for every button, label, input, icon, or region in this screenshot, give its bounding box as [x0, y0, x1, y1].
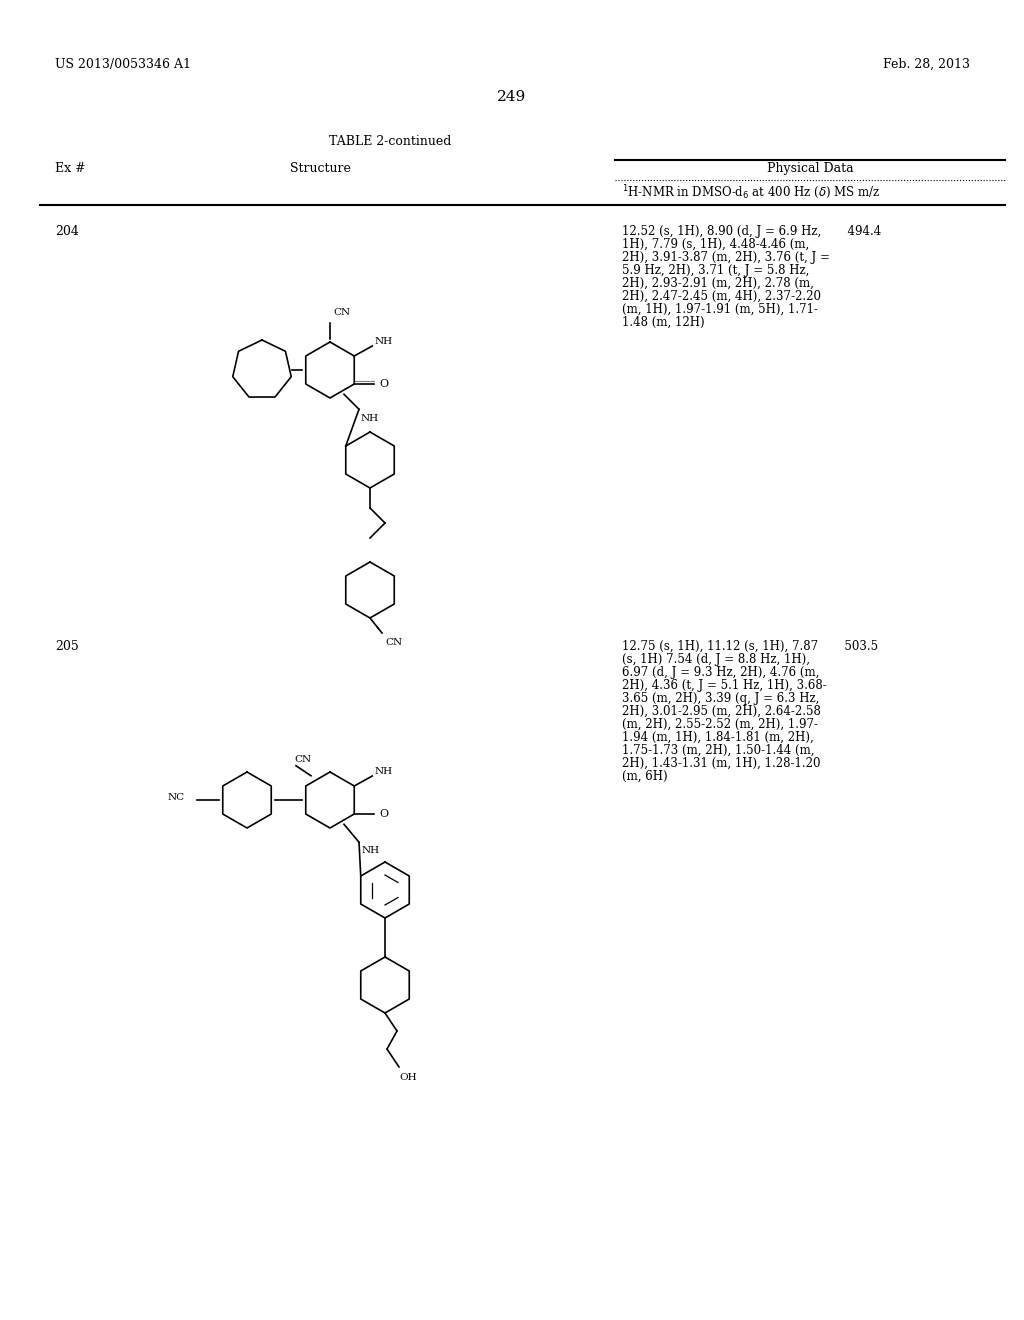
- Text: CN: CN: [385, 638, 402, 647]
- Text: 249: 249: [498, 90, 526, 104]
- Text: CN: CN: [333, 308, 350, 317]
- Text: (m, 1H), 1.97-1.91 (m, 5H), 1.71-: (m, 1H), 1.97-1.91 (m, 5H), 1.71-: [622, 304, 818, 315]
- Text: 12.75 (s, 1H), 11.12 (s, 1H), 7.87       503.5: 12.75 (s, 1H), 11.12 (s, 1H), 7.87 503.5: [622, 640, 879, 653]
- Text: NH: NH: [361, 414, 379, 424]
- Text: (m, 6H): (m, 6H): [622, 770, 668, 783]
- Text: 12.52 (s, 1H), 8.90 (d, J = 6.9 Hz,       494.4: 12.52 (s, 1H), 8.90 (d, J = 6.9 Hz, 494.…: [622, 224, 882, 238]
- Text: NC: NC: [168, 792, 185, 801]
- Text: 1H), 7.79 (s, 1H), 4.48-4.46 (m,: 1H), 7.79 (s, 1H), 4.48-4.46 (m,: [622, 238, 809, 251]
- Text: TABLE 2-continued: TABLE 2-continued: [329, 135, 452, 148]
- Text: 1.75-1.73 (m, 2H), 1.50-1.44 (m,: 1.75-1.73 (m, 2H), 1.50-1.44 (m,: [622, 744, 814, 756]
- Text: 2H), 4.36 (t, J = 5.1 Hz, 1H), 3.68-: 2H), 4.36 (t, J = 5.1 Hz, 1H), 3.68-: [622, 678, 826, 692]
- Text: (m, 2H), 2.55-2.52 (m, 2H), 1.97-: (m, 2H), 2.55-2.52 (m, 2H), 1.97-: [622, 718, 818, 731]
- Text: Physical Data: Physical Data: [767, 162, 853, 176]
- Text: OH: OH: [399, 1073, 417, 1082]
- Text: NH: NH: [374, 338, 392, 346]
- Text: Feb. 28, 2013: Feb. 28, 2013: [883, 58, 970, 71]
- Text: 2H), 2.47-2.45 (m, 4H), 2.37-2.20: 2H), 2.47-2.45 (m, 4H), 2.37-2.20: [622, 290, 821, 304]
- Text: 205: 205: [55, 640, 79, 653]
- Text: O: O: [379, 809, 388, 818]
- Text: NH: NH: [362, 846, 380, 855]
- Text: 1.94 (m, 1H), 1.84-1.81 (m, 2H),: 1.94 (m, 1H), 1.84-1.81 (m, 2H),: [622, 731, 814, 744]
- Text: 2H), 3.91-3.87 (m, 2H), 3.76 (t, J =: 2H), 3.91-3.87 (m, 2H), 3.76 (t, J =: [622, 251, 829, 264]
- Text: 2H), 2.93-2.91 (m, 2H), 2.78 (m,: 2H), 2.93-2.91 (m, 2H), 2.78 (m,: [622, 277, 814, 290]
- Text: 5.9 Hz, 2H), 3.71 (t, J = 5.8 Hz,: 5.9 Hz, 2H), 3.71 (t, J = 5.8 Hz,: [622, 264, 809, 277]
- Text: 204: 204: [55, 224, 79, 238]
- Text: Structure: Structure: [290, 162, 351, 176]
- Text: US 2013/0053346 A1: US 2013/0053346 A1: [55, 58, 191, 71]
- Text: 2H), 3.01-2.95 (m, 2H), 2.64-2.58: 2H), 3.01-2.95 (m, 2H), 2.64-2.58: [622, 705, 821, 718]
- Text: O: O: [379, 379, 388, 389]
- Text: $^1$H-NMR in DMSO-d$_6$ at 400 Hz ($\delta$) MS m/z: $^1$H-NMR in DMSO-d$_6$ at 400 Hz ($\del…: [622, 183, 881, 201]
- Text: 2H), 1.43-1.31 (m, 1H), 1.28-1.20: 2H), 1.43-1.31 (m, 1H), 1.28-1.20: [622, 756, 820, 770]
- Text: 3.65 (m, 2H), 3.39 (q, J = 6.3 Hz,: 3.65 (m, 2H), 3.39 (q, J = 6.3 Hz,: [622, 692, 819, 705]
- Text: 1.48 (m, 12H): 1.48 (m, 12H): [622, 315, 705, 329]
- Text: (s, 1H) 7.54 (d, J = 8.8 Hz, 1H),: (s, 1H) 7.54 (d, J = 8.8 Hz, 1H),: [622, 653, 810, 667]
- Text: 6.97 (d, J = 9.3 Hz, 2H), 4.76 (m,: 6.97 (d, J = 9.3 Hz, 2H), 4.76 (m,: [622, 667, 819, 678]
- Text: CN: CN: [294, 755, 311, 764]
- Text: Ex #: Ex #: [55, 162, 86, 176]
- Text: NH: NH: [374, 767, 392, 776]
